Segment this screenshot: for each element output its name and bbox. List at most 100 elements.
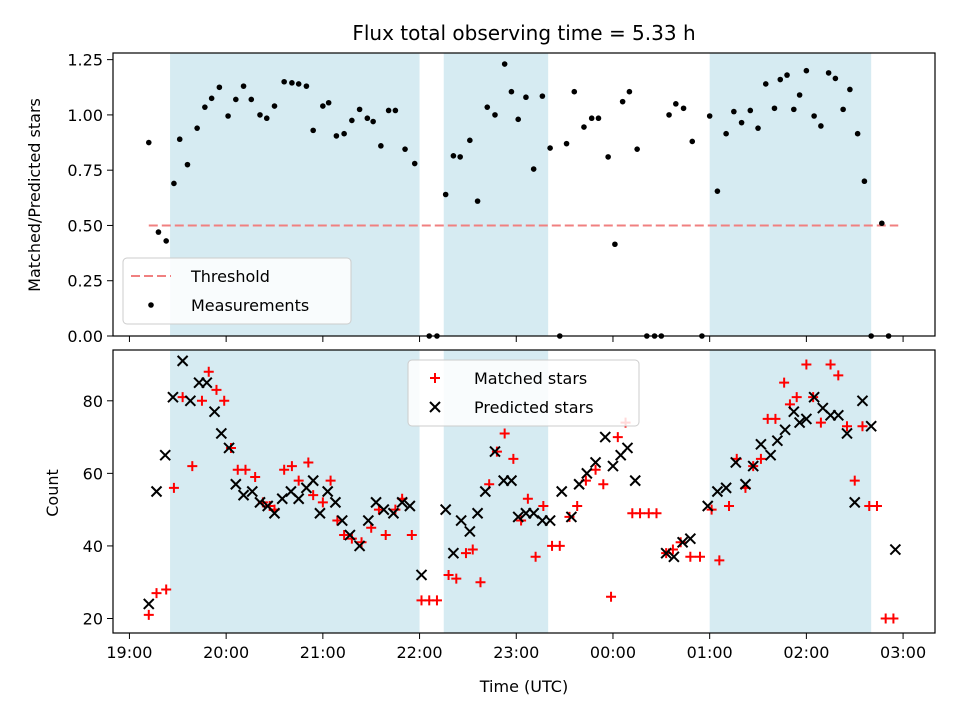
measurement-point [784,72,790,78]
measurement-point [171,180,177,187]
measurement-point [777,76,784,83]
x-tick-label: 23:00 [493,643,539,662]
predicted-stars-point [849,496,861,509]
measurement-point [385,107,392,114]
predicted-stars-point [208,405,221,418]
matched-stars-point [151,588,162,599]
matched-stars-point [538,501,549,512]
observing-window-shade [170,350,420,633]
predicted-stars-point [387,507,400,519]
matched-stars-point [755,453,766,464]
measurement-point [163,238,169,244]
x-tick-label: 22:00 [397,643,443,662]
measurement-point [563,140,570,147]
predicted-stars-point [889,543,902,556]
matched-stars-point [522,493,533,504]
predicted-stars-point [292,493,305,505]
predicted-stars-point [505,474,518,487]
x-tick-label: 19:00 [106,643,152,662]
matched-stars-point [554,540,565,551]
matched-stars-point [356,537,367,548]
legend-box [407,359,640,427]
plot-frame [112,349,936,634]
measurement-point [501,61,508,67]
top-panel-y-axis-label: Matched/Predicted stars [25,98,44,292]
predicted-stars-point [573,478,585,490]
legend-predicted-swatch [429,401,441,413]
predicted-stars-point [471,507,484,519]
matched-stars-point [250,471,261,482]
measurement-point [356,106,363,113]
predicted-stars-point [396,496,408,509]
predicted-stars-point [276,493,288,505]
predicted-stars-point [544,514,556,527]
measurement-point [474,198,481,204]
matched-stars-point [451,573,462,584]
matched-stars-point [279,464,290,475]
measurement-point [706,113,713,119]
predicted-stars-point [223,442,235,454]
legend-matched-label: Matched stars [474,369,587,388]
measurement-point [714,188,721,194]
predicted-stars-point [237,489,250,501]
predicted-stars-point [556,485,568,498]
measurement-point [248,96,255,103]
predicted-stars-point [184,395,197,407]
measurement-point [467,137,473,144]
measurement-point [689,138,696,145]
predicted-stars-point [336,514,348,527]
measurement-point [411,160,418,167]
measurement-point [523,94,529,101]
predicted-stars-point [215,427,228,440]
predicted-stars-point [865,420,877,432]
measurement-point [832,75,839,82]
matched-stars-point [431,595,442,606]
predicted-stars-point [581,467,593,480]
measurement-point [402,146,408,152]
legend-matched-swatch [430,373,440,383]
matched-stars-point [203,366,214,377]
y-tick-label: 1.00 [67,106,103,125]
measurement-point [626,88,633,95]
measurement-point [378,143,384,149]
legend-measurements-swatch [148,302,154,308]
matched-stars-point [695,551,706,562]
predicted-stars-point [793,416,806,429]
measurement-point [771,105,778,112]
legend: Matched stars Predicted stars [407,359,640,427]
predicted-stars-point [808,391,820,403]
predicted-stars-point [353,540,366,552]
predicted-stars-point [856,395,869,407]
measurement-point [333,133,340,139]
predicted-stars-point [464,525,476,538]
matched-stars-point [467,544,478,555]
matched-stars-point [161,584,172,595]
matched-stars-point [187,461,198,472]
y-tick-label: 1.25 [67,51,103,70]
measurement-point [811,113,817,119]
observing-window-shade [709,53,872,336]
predicted-stars-point [621,442,634,454]
matched-stars-point [303,457,314,468]
measurement-point [738,119,745,126]
matched-stars-point [888,613,899,624]
predicted-stars-point [150,485,163,498]
observing-window-shade [443,53,549,336]
measurement-point [879,220,885,227]
x-tick-label: 02:00 [783,643,829,662]
measurement-point [508,88,515,95]
predicted-stars-point [362,514,375,527]
predicted-stars-point [489,445,501,458]
predicted-stars-point [764,449,777,461]
predicted-stars-point [268,507,281,519]
measurement-point [791,106,797,113]
matched-stars-point [815,417,826,428]
chart-title: Flux total observing time = 5.33 h [352,21,695,45]
matched-stars-point [606,591,617,602]
matched-stars-point [211,384,222,395]
measurement-point [847,86,853,93]
legend-threshold-label: Threshold [190,267,270,286]
measurement-point [202,104,208,110]
predicted-stars-point [314,507,326,519]
